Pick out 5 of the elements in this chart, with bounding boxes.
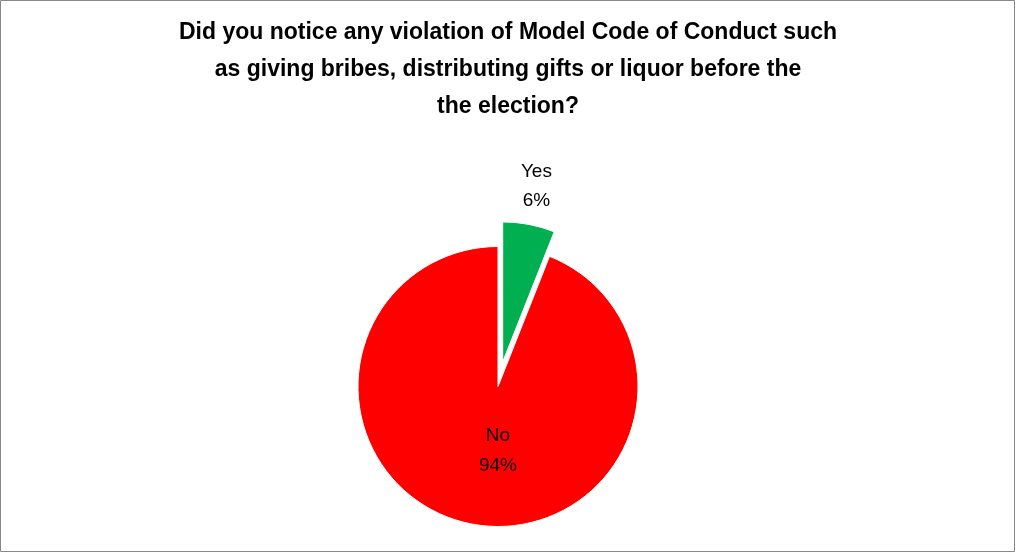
slice-label: No xyxy=(485,424,511,446)
data-label: 6% xyxy=(522,189,551,211)
chart-title: Did you notice any violation of Model Code of Conduct such as giving bribes, distributing gifts or liquor before the the election? xyxy=(178,17,838,118)
slice-label: Yes xyxy=(520,159,552,181)
data-label: 94% xyxy=(478,453,518,475)
